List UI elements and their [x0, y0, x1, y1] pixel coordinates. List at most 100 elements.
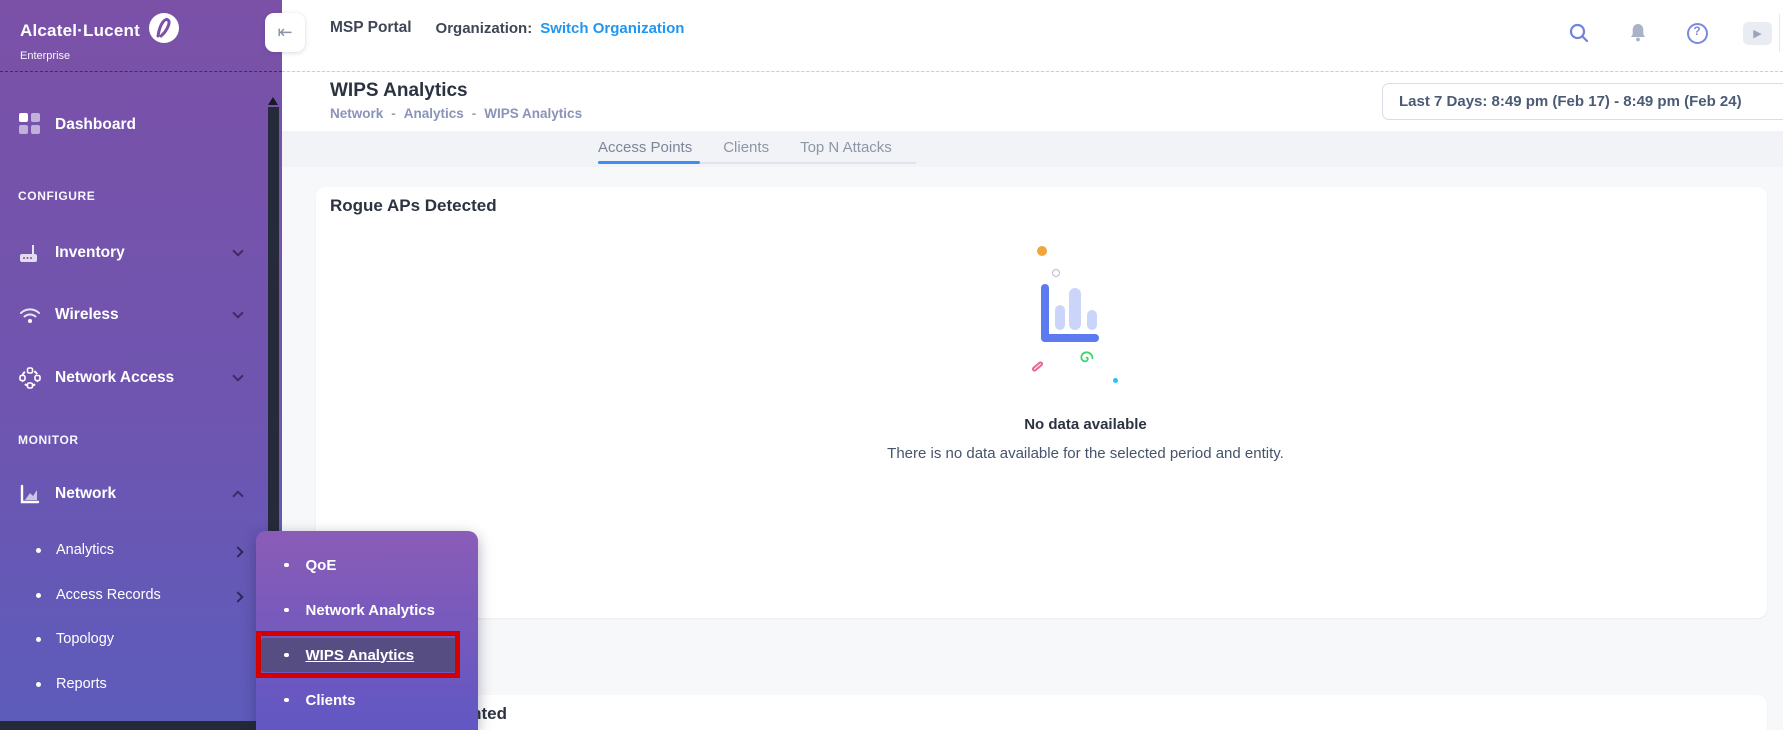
sidebar-item-inventory[interactable]: Inventory — [0, 236, 282, 270]
chevron-down-icon — [232, 370, 244, 382]
empty-state-message: There is no data available for the selec… — [887, 445, 1284, 462]
sidebar-section-monitor: MONITOR — [18, 433, 79, 447]
chart-axis-horizontal — [1040, 334, 1099, 342]
empty-state-title: No data available — [1024, 416, 1147, 433]
sidebar-item-wireless[interactable]: Wireless — [0, 298, 282, 332]
collapse-arrow-icon: ⇤ — [277, 22, 293, 42]
rogue-aps-detected-card: Rogue APs Detected No data available The… — [316, 187, 1767, 618]
router-icon — [18, 241, 42, 265]
sidebar-collapse-button[interactable]: ⇤ — [265, 13, 305, 52]
flyout-active-highlight — [261, 638, 457, 672]
sidebar-bottom-strip — [0, 721, 282, 730]
sidebar-section-configure: CONFIGURE — [18, 189, 96, 203]
flyout-item-network-analytics[interactable]: Network Analytics — [256, 595, 478, 625]
tab-strip: Access Points Clients Top N Attacks — [282, 131, 1783, 167]
flyout-item-clients[interactable]: Clients — [256, 685, 478, 715]
chevron-down-icon — [232, 245, 244, 257]
chevron-down-icon — [232, 307, 244, 319]
tab-top-n-attacks[interactable]: Top N Attacks — [800, 138, 892, 156]
active-tab-underline — [598, 161, 700, 164]
sidebar-item-network[interactable]: Network — [0, 477, 282, 511]
sidebar-divider — [0, 71, 282, 72]
sidebar-item-access-records[interactable]: Access Records — [0, 580, 282, 610]
bullet-icon — [284, 652, 289, 658]
organization-label: Organization: — [435, 19, 533, 37]
decor-orange-dot — [1036, 246, 1047, 256]
chart-bar — [1068, 288, 1081, 330]
bullet-icon — [36, 636, 41, 642]
bullet-icon — [36, 681, 41, 687]
bell-icon — [1631, 24, 1645, 42]
sidebar-subitem-label: Analytics — [56, 542, 115, 558]
date-range-text: Last 7 Days: 8:49 pm (Feb 17) - 8:49 pm … — [1399, 93, 1742, 110]
sidebar-subitem-label: Topology — [56, 631, 115, 647]
topbar-divider — [282, 71, 1783, 72]
topbar-edge-divider — [1779, 14, 1780, 52]
breadcrumb-separator: - — [391, 106, 396, 121]
network-access-icon — [18, 366, 42, 390]
topbar — [282, 0, 1783, 71]
wifi-icon — [18, 303, 42, 327]
decor-ring — [1051, 269, 1060, 277]
sidebar: Alcatel·Lucent Enterprise Dashboard CONF… — [0, 0, 282, 730]
analytics-chart-icon — [18, 482, 42, 506]
sidebar-scrollbar[interactable] — [268, 107, 279, 730]
brand-subtitle: Enterprise — [20, 50, 71, 62]
breadcrumb: Network - Analytics - WIPS Analytics — [330, 106, 582, 121]
flyout-item-wips-analytics[interactable]: WIPS Analytics — [256, 640, 478, 670]
chart-bar — [1086, 310, 1097, 330]
search-icon — [1569, 23, 1589, 43]
tab-clients[interactable]: Clients — [723, 138, 770, 156]
chart-bar — [1054, 305, 1065, 330]
brand-name: Alcatel·Lucent — [20, 20, 140, 40]
sidebar-item-topology[interactable]: Topology — [0, 624, 282, 654]
bullet-icon — [36, 592, 41, 598]
sidebar-item-label: Dashboard — [55, 116, 136, 133]
sidebar-item-dashboard[interactable]: Dashboard — [0, 108, 282, 142]
help-question-mark: ? — [1693, 24, 1701, 38]
sidebar-item-label: Network — [55, 485, 117, 502]
tab-access-points[interactable]: Access Points — [598, 138, 693, 156]
decor-pink-pill — [1030, 360, 1044, 373]
brand-logo: Alcatel·Lucent Enterprise — [20, 12, 180, 62]
flyout-item-label: WIPS Analytics — [305, 646, 415, 664]
chart-axis-vertical — [1040, 284, 1049, 342]
help-icon — [1686, 22, 1708, 44]
bullet-icon — [284, 697, 289, 703]
decor-spiral-icon — [1079, 350, 1094, 370]
bullet-icon — [284, 607, 289, 613]
flyout-item-label: Clients — [305, 691, 356, 709]
search-button[interactable] — [1566, 20, 1592, 46]
guide-play-button[interactable]: ▶ — [1743, 21, 1772, 45]
sidebar-item-network-access[interactable]: Network Access — [0, 361, 282, 395]
sidebar-item-label: Wireless — [55, 306, 119, 323]
alcatel-lucent-logo-icon — [148, 12, 180, 49]
breadcrumb-item[interactable]: Network — [330, 106, 384, 121]
notifications-button[interactable] — [1625, 20, 1651, 46]
scrollbar-up-arrow-icon[interactable] — [268, 97, 278, 105]
sidebar-subitem-label: Reports — [56, 676, 107, 692]
portal-title: MSP Portal — [330, 19, 412, 36]
date-range-picker[interactable]: Last 7 Days: 8:49 pm (Feb 17) - 8:49 pm … — [1382, 83, 1783, 120]
decor-cyan-dot — [1112, 378, 1118, 383]
bullet-icon — [36, 547, 41, 553]
tab-baseline — [598, 162, 916, 164]
breadcrumb-item: WIPS Analytics — [484, 106, 583, 121]
page-title: WIPS Analytics — [330, 80, 468, 101]
analytics-flyout-menu: QoE Network Analytics WIPS Analytics Cli… — [256, 531, 478, 730]
help-button[interactable]: ? — [1684, 20, 1710, 46]
flyout-item-qoe[interactable]: QoE — [256, 550, 478, 580]
chevron-up-icon — [232, 490, 244, 502]
sidebar-item-label: Inventory — [55, 244, 125, 261]
sidebar-item-reports[interactable]: Reports — [0, 669, 282, 699]
no-data-chart-illustration — [1030, 245, 1132, 385]
breadcrumb-separator: - — [471, 106, 477, 121]
chevron-right-icon — [232, 546, 244, 558]
organization-link[interactable]: Switch Organization — [540, 19, 685, 37]
flyout-item-label: QoE — [305, 556, 337, 574]
card-title: Rogue APs Detected — [330, 196, 497, 215]
breadcrumb-item[interactable]: Analytics — [403, 106, 464, 121]
flyout-item-label: Network Analytics — [305, 601, 436, 619]
sidebar-item-analytics[interactable]: Analytics — [0, 535, 282, 565]
sidebar-item-label: Network Access — [55, 369, 175, 386]
